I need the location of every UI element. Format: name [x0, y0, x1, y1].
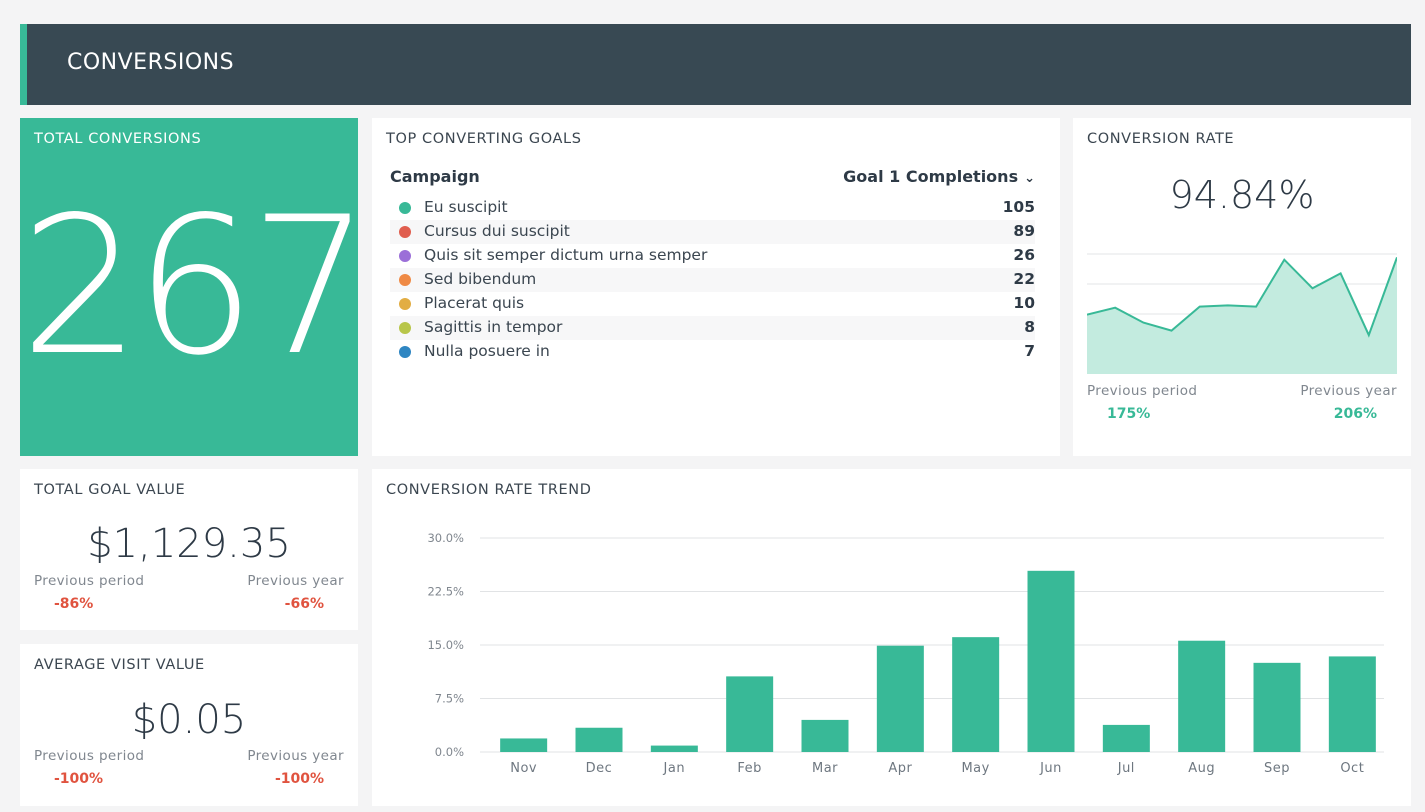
previous-year-label: Previous year — [247, 573, 344, 589]
x-tick-label: Aug — [1188, 761, 1215, 776]
total-goal-value: $1,129.35 — [87, 521, 291, 567]
chevron-down-icon[interactable]: ⌄ — [1024, 171, 1035, 186]
page-title: CONVERSIONS — [67, 50, 235, 75]
goals-list: Eu suscipit 105 Cursus dui suscipit 89 Quis … — [390, 196, 1035, 364]
previous-year-label: Previous year — [1300, 383, 1397, 399]
bar-may[interactable] — [952, 637, 1000, 752]
bar-apr[interactable] — [876, 645, 924, 752]
goals-table-header: Campaign Goal 1 Completions ⌄ — [390, 167, 1035, 189]
sparkline-area — [1087, 257, 1397, 374]
x-tick-label: Jan — [663, 761, 686, 776]
goal-value: 26 — [1013, 246, 1035, 264]
header-accent-bar — [20, 24, 27, 105]
goal-color-dot — [399, 274, 411, 286]
goal-row[interactable]: Nulla posuere in 7 — [390, 340, 1035, 364]
bar-jan[interactable] — [650, 745, 698, 752]
top-converting-goals-widget[interactable]: TOP CONVERTING GOALS Campaign Goal 1 Com… — [372, 118, 1060, 456]
previous-period-label: Previous period — [1087, 383, 1198, 399]
previous-year-change: -66% — [284, 596, 324, 612]
bar-oct[interactable] — [1328, 656, 1376, 752]
previous-period-change: -100% — [54, 771, 104, 787]
average-visit-value-widget[interactable]: AVERAGE VISIT VALUE $0.05 Previous perio… — [20, 644, 358, 806]
previous-period-label: Previous period — [34, 748, 145, 764]
x-tick-label: May — [961, 761, 989, 776]
y-tick-label: 22.5% — [427, 585, 464, 599]
goal-row[interactable]: Placerat quis 10 — [390, 292, 1035, 316]
bar-jun[interactable] — [1027, 570, 1075, 752]
x-tick-label: Apr — [888, 761, 912, 776]
y-tick-label: 0.0% — [435, 745, 464, 759]
goal-value: 89 — [1013, 222, 1035, 240]
previous-period-change: 175% — [1107, 406, 1151, 422]
widget-title: CONVERSION RATE TREND — [386, 482, 592, 498]
x-tick-label: Feb — [737, 761, 762, 776]
goal-value: 22 — [1013, 270, 1035, 288]
total-conversions-widget[interactable]: TOTAL CONVERSIONS 267 — [20, 118, 371, 456]
x-tick-label: Nov — [510, 761, 537, 776]
goal-row[interactable]: Sagittis in tempor 8 — [390, 316, 1035, 340]
campaign-column-header: Campaign — [390, 167, 480, 186]
widget-title: TOP CONVERTING GOALS — [386, 131, 582, 147]
goal-row[interactable]: Eu suscipit 105 — [390, 196, 1035, 220]
goal-value: 8 — [1024, 318, 1035, 336]
x-tick-label: Sep — [1264, 761, 1290, 776]
conversion-rate-trend-chart: 0.0% 7.5% 15.0% 22.5% 30.0% Nov Dec Jan Feb Mar Ap… — [427, 531, 1384, 776]
x-tick-label: Mar — [812, 761, 838, 776]
previous-year-label: Previous year — [247, 748, 344, 764]
conversion-rate-value: 94.84% — [1169, 173, 1315, 217]
goal-row[interactable]: Sed bibendum 22 — [390, 268, 1035, 292]
widget-title: TOTAL GOAL VALUE — [34, 482, 186, 498]
bar-feb[interactable] — [726, 676, 774, 752]
goal-label: Eu suscipit — [424, 198, 508, 216]
x-tick-label: Jun — [1039, 761, 1062, 776]
average-visit-value: $0.05 — [131, 697, 247, 743]
goal-color-dot — [399, 322, 411, 334]
goal-label: Sed bibendum — [424, 270, 537, 288]
goal-label: Cursus dui suscipit — [424, 222, 570, 240]
x-tick-label: Oct — [1340, 761, 1364, 776]
goal-color-dot — [399, 226, 411, 238]
goal-label: Sagittis in tempor — [424, 318, 563, 336]
x-tick-label: Dec — [586, 761, 613, 776]
total-goal-value-widget[interactable]: TOTAL GOAL VALUE $1,129.35 Previous peri… — [20, 469, 358, 630]
y-tick-label: 7.5% — [435, 692, 464, 706]
widget-title: AVERAGE VISIT VALUE — [34, 657, 205, 673]
widget-title: TOTAL CONVERSIONS — [34, 131, 202, 147]
bar-mar[interactable] — [801, 719, 849, 752]
bar-dec[interactable] — [575, 727, 623, 752]
bar-aug[interactable] — [1178, 640, 1226, 752]
bar-jul[interactable] — [1102, 724, 1150, 752]
dashboard-header: CONVERSIONS — [20, 24, 1411, 105]
goal-row[interactable]: Cursus dui suscipit 89 — [390, 220, 1035, 244]
goal-label: Nulla posuere in — [424, 342, 550, 360]
goal-value: 7 — [1024, 342, 1035, 360]
goal-color-dot — [399, 202, 411, 214]
previous-year-change: 206% — [1333, 406, 1377, 422]
goal-label: Quis sit semper dictum urna semper — [424, 246, 708, 264]
conversion-rate-widget[interactable]: CONVERSION RATE 94.84% Previous period P… — [1073, 118, 1411, 456]
previous-year-change: -100% — [274, 771, 324, 787]
goal-label: Placerat quis — [424, 294, 525, 312]
metric-dropdown[interactable]: Goal 1 Completions ⌄ — [843, 167, 1035, 186]
y-tick-label: 30.0% — [427, 531, 464, 545]
previous-period-label: Previous period — [34, 573, 145, 589]
conversion-rate-sparkline — [1087, 253, 1397, 374]
goal-color-dot — [399, 346, 411, 358]
sparkline-line — [1087, 257, 1397, 338]
goal-value: 10 — [1013, 294, 1035, 312]
previous-period-change: -86% — [54, 596, 94, 612]
bar-sep[interactable] — [1253, 662, 1301, 752]
widget-title: CONVERSION RATE — [1087, 131, 1235, 147]
goal-value: 105 — [1002, 198, 1035, 216]
conversion-rate-trend-widget[interactable]: CONVERSION RATE TREND 0.0% 7.5% 15.0% 22.5%… — [372, 469, 1411, 806]
metric-dropdown-label: Goal 1 Completions — [843, 167, 1019, 186]
x-tick-label: Jul — [1117, 761, 1135, 776]
y-tick-label: 15.0% — [427, 638, 464, 652]
bar-nov[interactable] — [500, 738, 548, 752]
goal-color-dot — [399, 250, 411, 262]
goal-color-dot — [399, 298, 411, 310]
total-conversions-value: 267 — [20, 176, 371, 397]
goal-row[interactable]: Quis sit semper dictum urna semper 26 — [390, 244, 1035, 268]
